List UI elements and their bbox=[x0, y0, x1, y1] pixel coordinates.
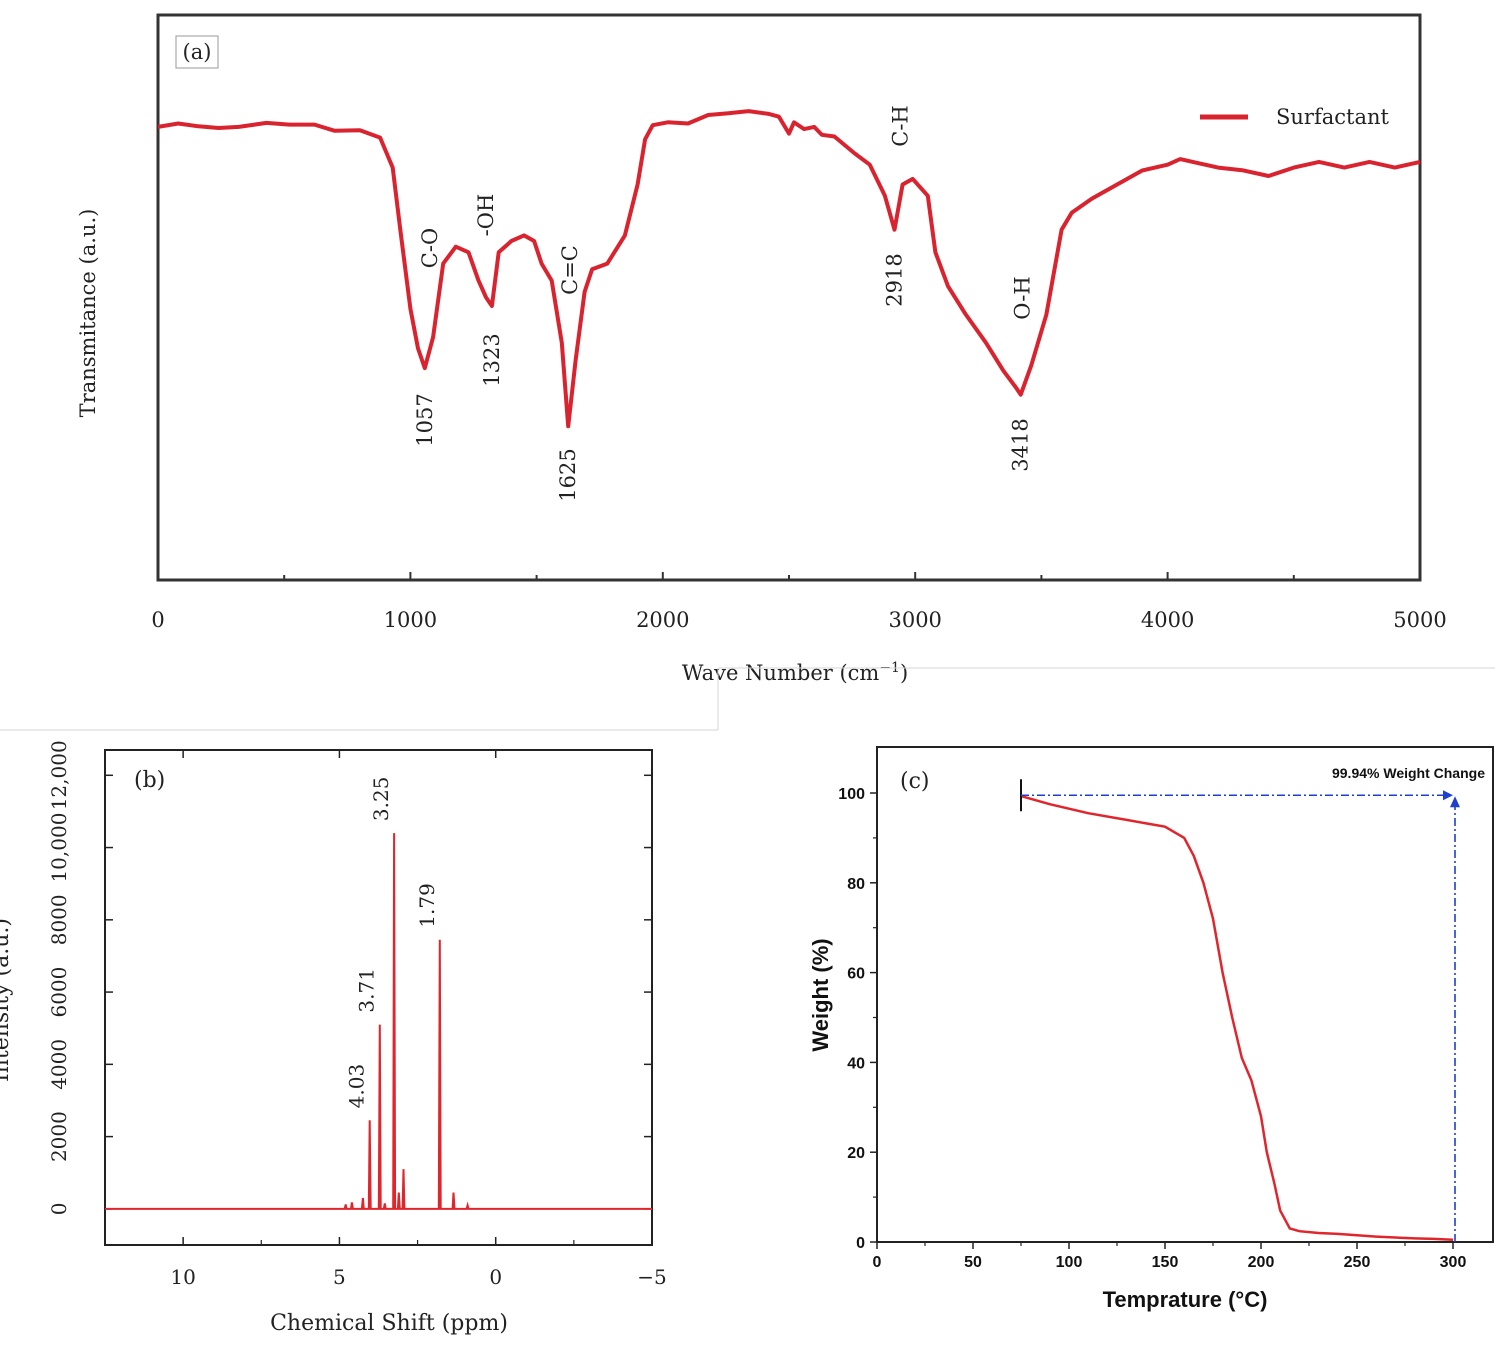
panel-b-peak-label: 1.79 bbox=[415, 883, 439, 928]
panel-a-peak-annotation: -OH bbox=[474, 194, 498, 237]
panel-a-series-line-surfactant bbox=[157, 109, 1421, 429]
panel-c-plot-frame bbox=[876, 746, 1494, 1243]
panel-a-peak-annotation: C=C bbox=[558, 245, 582, 295]
panel-c-y-axis-label: Weight (%) bbox=[808, 938, 833, 1051]
panel-b-nmr-chart: (b) 10 5 0 −50200040006000800010,00012,000 … bbox=[0, 740, 667, 1336]
panel-a-label-box bbox=[175, 35, 219, 69]
panel-c-arrowhead-up bbox=[1450, 796, 1460, 808]
panel-a-x-tick-label: 0 bbox=[151, 608, 164, 632]
panel-b-y-tick-label: 0 bbox=[47, 1203, 71, 1216]
panel-c-x-tick-label: 100 bbox=[1056, 1254, 1083, 1271]
panel-a-x-tick-label: 1000 bbox=[384, 608, 437, 632]
panel-c-y-tick-label: 100 bbox=[838, 786, 865, 803]
panel-a-peak-annotation: 2918 bbox=[883, 253, 907, 306]
panel-b-x-tick-label: 10 bbox=[170, 1265, 195, 1289]
panel-c-tick-labels: 0 50 100 150 200 250 300 0 20 40 60 80 100 bbox=[838, 786, 1466, 1271]
panel-a-peak-annotation: 1625 bbox=[556, 448, 580, 501]
panel-b-x-tick-label: 5 bbox=[333, 1265, 346, 1289]
panel-c-ticks bbox=[870, 792, 1454, 1249]
panel-a-plot-frame bbox=[156, 13, 1422, 582]
panel-a-x-axis-label-main: Wave Number (cm bbox=[682, 661, 880, 685]
panel-c-x-tick-label: 0 bbox=[873, 1254, 882, 1271]
panel-a-x-axis-label-close: ) bbox=[900, 661, 908, 685]
panel-c-y-tick-label: 80 bbox=[847, 876, 865, 893]
panel-c-x-tick-label: 300 bbox=[1440, 1254, 1467, 1271]
panel-b-x-tick-label: 0 bbox=[489, 1265, 502, 1289]
panel-c-y-tick-label: 0 bbox=[856, 1235, 865, 1252]
panel-c-tga-chart: (c) 0 50 100 150 200 250 300 0 20 40 60 80 100 Weigh… bbox=[808, 746, 1494, 1312]
panel-a-x-tick-label: 4000 bbox=[1141, 608, 1194, 632]
panel-b-label: (b) bbox=[134, 768, 165, 793]
panel-b-y-tick-label: 8000 bbox=[47, 894, 71, 945]
panel-c-arrowhead-right bbox=[1443, 790, 1453, 801]
panel-c-x-tick-label: 250 bbox=[1344, 1254, 1371, 1271]
panel-b-y-tick-label: 6000 bbox=[47, 967, 71, 1018]
panel-b-y-tick-label: 10,000 bbox=[47, 813, 71, 883]
panel-c-label: (c) bbox=[900, 769, 930, 794]
panel-a-x-tick-labels: 0 1000 2000 3000 4000 5000 bbox=[151, 608, 1446, 632]
panel-a-x-ticks bbox=[157, 572, 1421, 580]
panel-c-y-tick-label: 60 bbox=[847, 966, 865, 983]
panel-b-y-tick-label: 2000 bbox=[47, 1111, 71, 1162]
panel-a-x-tick-label: 3000 bbox=[888, 608, 941, 632]
panel-b-y-tick-label: 4000 bbox=[47, 1039, 71, 1090]
panel-a-peak-annotation: O-H bbox=[1011, 276, 1035, 319]
panel-a-peak-annotation: C-O bbox=[418, 228, 442, 268]
panel-a-x-tick-label: 5000 bbox=[1393, 608, 1446, 632]
panel-b-y-tick-label: 12,000 bbox=[47, 740, 71, 810]
panel-c-x-tick-label: 150 bbox=[1152, 1254, 1179, 1271]
panel-b-tick-labels: 10 5 0 −5 0 2000 4000 6000 8000 10,000 12,000 bbox=[47, 740, 667, 1289]
panel-b-peak-label: 4.03 bbox=[345, 1064, 369, 1109]
panel-b-x-axis-label: Chemical Shift (ppm) bbox=[270, 1311, 508, 1336]
panel-b-x-tick-label: −5 bbox=[637, 1265, 666, 1289]
panel-a-y-axis-label: Transmitance (a.u.) bbox=[76, 209, 100, 418]
panel-a-ftir-chart: (a) 0 1000 2000 3000 4000 5000 Transmitance (… bbox=[76, 13, 1447, 685]
panel-a-label: (a) bbox=[183, 40, 212, 64]
panel-b-peak-label: 3.25 bbox=[369, 777, 393, 822]
panel-a-x-axis-label: Wave Number (cm−1) bbox=[682, 660, 908, 685]
panel-a-peak-annotation: C-H bbox=[889, 105, 913, 146]
panel-b-y-axis-label: Intensity (a.u.) bbox=[0, 918, 14, 1082]
panel-a-peak-annotation: 3418 bbox=[1009, 418, 1033, 471]
panel-a-peak-annotation: 1057 bbox=[413, 393, 437, 446]
panel-a-peak-annotations: C-O 1057 -OH 1323 C=C 1625 C-H 2918 O-H 3418 bbox=[413, 105, 1035, 501]
panel-c-y-tick-label: 20 bbox=[847, 1145, 865, 1162]
panel-c-weight-change-annotation: 99.94% Weight Change bbox=[1332, 765, 1485, 781]
panel-c-weight-curve bbox=[1020, 794, 1454, 1242]
panel-a-x-tick-label: 2000 bbox=[636, 608, 689, 632]
panel-c-x-tick-label: 50 bbox=[964, 1254, 982, 1271]
panel-a-peak-annotation: 1323 bbox=[480, 333, 504, 386]
panel-a-legend-label: Surfactant bbox=[1276, 105, 1389, 129]
panel-c-x-axis-label: Temprature (°C) bbox=[1103, 1287, 1268, 1312]
panel-b-peak-label: 3.71 bbox=[355, 968, 379, 1013]
panel-b-spectrum-line bbox=[105, 833, 652, 1210]
panel-c-x-tick-label: 200 bbox=[1248, 1254, 1275, 1271]
panel-c-y-tick-label: 40 bbox=[847, 1055, 865, 1072]
panel-b-peak-labels: 4.03 3.71 3.25 1.79 bbox=[345, 777, 439, 1109]
